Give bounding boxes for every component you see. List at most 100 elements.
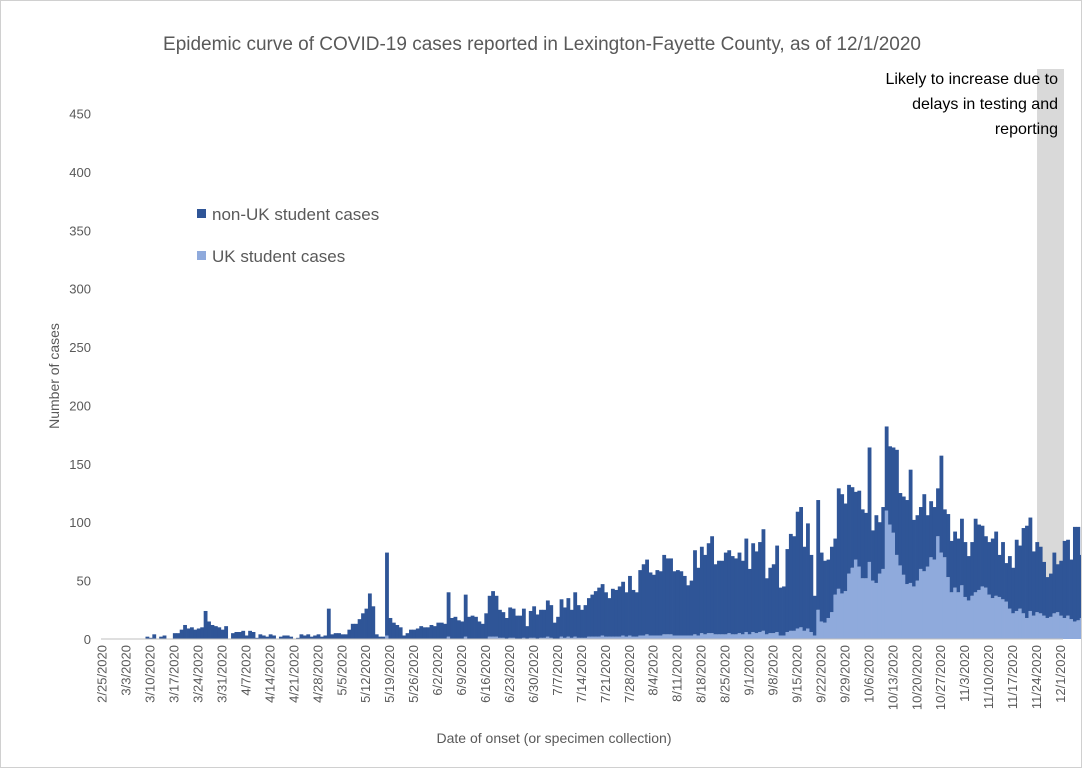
bar-uk bbox=[662, 634, 667, 639]
bar-uk bbox=[580, 637, 584, 639]
x-tick-label: 7/7/2020 bbox=[550, 645, 565, 696]
bar-non-uk bbox=[925, 515, 930, 567]
bar-non-uk bbox=[768, 567, 773, 634]
bar-non-uk bbox=[679, 571, 684, 636]
bar-uk bbox=[799, 627, 804, 639]
bar-non-uk bbox=[556, 616, 561, 639]
bar-non-uk bbox=[689, 580, 694, 636]
bar-non-uk bbox=[316, 634, 321, 639]
bar-uk bbox=[487, 636, 492, 639]
bar-non-uk bbox=[806, 523, 810, 629]
bar-non-uk bbox=[648, 572, 653, 636]
bar-uk bbox=[806, 628, 810, 639]
bar-uk bbox=[645, 634, 649, 639]
bar-non-uk bbox=[539, 609, 543, 638]
bar-non-uk bbox=[953, 531, 958, 588]
bar-non-uk bbox=[189, 627, 194, 639]
bar-non-uk bbox=[1014, 539, 1019, 611]
bar-non-uk bbox=[710, 536, 715, 634]
bar-uk bbox=[569, 637, 574, 639]
bar-uk bbox=[795, 628, 800, 639]
bar-non-uk bbox=[672, 571, 677, 636]
bar-non-uk bbox=[460, 621, 465, 639]
bar-uk bbox=[840, 593, 845, 639]
bar-non-uk bbox=[494, 595, 499, 637]
y-tick-label: 0 bbox=[84, 632, 91, 647]
bar-uk bbox=[720, 634, 725, 639]
bar-uk bbox=[850, 567, 855, 639]
bar-non-uk bbox=[662, 554, 667, 635]
bar-non-uk bbox=[713, 564, 718, 635]
bar-non-uk bbox=[751, 543, 756, 632]
x-tick-label: 3/3/2020 bbox=[119, 645, 134, 696]
bar-uk bbox=[693, 634, 697, 639]
bar-uk bbox=[628, 635, 632, 639]
bar-uk bbox=[918, 568, 923, 639]
bar-non-uk bbox=[1025, 525, 1029, 618]
bar-non-uk bbox=[631, 589, 636, 637]
bar-non-uk bbox=[573, 592, 578, 637]
x-tick-label: 10/6/2020 bbox=[861, 645, 876, 703]
bar-non-uk bbox=[836, 488, 841, 589]
bar-uk bbox=[590, 636, 595, 639]
bar-uk bbox=[385, 635, 389, 639]
bar-non-uk bbox=[470, 615, 475, 639]
bar-non-uk bbox=[179, 629, 184, 639]
bar-uk bbox=[576, 637, 581, 639]
bar-non-uk bbox=[990, 538, 995, 599]
x-tick-label: 7/21/2020 bbox=[598, 645, 613, 703]
x-tick-label: 10/27/2020 bbox=[933, 645, 948, 710]
bar-uk bbox=[634, 636, 639, 639]
bar-non-uk bbox=[552, 622, 557, 639]
bar-non-uk bbox=[412, 629, 417, 639]
bar-non-uk bbox=[302, 635, 307, 639]
bar-non-uk bbox=[638, 570, 643, 636]
x-tick-label: 6/30/2020 bbox=[526, 645, 541, 703]
bar-non-uk bbox=[576, 605, 581, 638]
bar-non-uk bbox=[395, 624, 400, 639]
bar-non-uk bbox=[354, 623, 359, 639]
bar-non-uk bbox=[152, 634, 157, 639]
bar-uk bbox=[549, 637, 554, 639]
bar-uk bbox=[936, 536, 940, 639]
bar-non-uk bbox=[508, 607, 513, 638]
x-tick-label: 3/17/2020 bbox=[167, 645, 182, 703]
bar-non-uk bbox=[665, 558, 670, 635]
y-tick-label: 150 bbox=[69, 457, 91, 472]
bar-uk bbox=[607, 636, 612, 639]
bar-uk bbox=[843, 591, 848, 639]
bar-uk bbox=[908, 582, 913, 639]
x-tick-label: 5/5/2020 bbox=[334, 645, 349, 696]
bar-uk bbox=[788, 630, 793, 639]
bar-non-uk bbox=[196, 628, 201, 639]
bar-non-uk bbox=[816, 500, 821, 610]
bar-non-uk bbox=[172, 633, 177, 639]
bar-non-uk bbox=[983, 536, 988, 588]
bar-non-uk bbox=[542, 609, 547, 638]
bar-uk bbox=[563, 637, 567, 639]
bar-non-uk bbox=[580, 609, 584, 638]
bar-non-uk bbox=[224, 626, 229, 639]
bar-non-uk bbox=[278, 636, 283, 639]
x-tick-label: 12/1/2020 bbox=[1053, 645, 1068, 703]
bar-non-uk bbox=[823, 560, 827, 623]
bar-uk bbox=[895, 554, 899, 639]
bar-uk bbox=[542, 637, 547, 639]
bar-uk bbox=[833, 594, 838, 639]
bar-uk bbox=[1028, 610, 1033, 639]
bar-non-uk bbox=[237, 631, 242, 639]
bar-non-uk bbox=[309, 636, 314, 639]
bar-non-uk bbox=[429, 624, 434, 639]
bar-non-uk bbox=[847, 484, 851, 574]
bar-uk bbox=[491, 636, 495, 639]
bar-non-uk bbox=[563, 607, 567, 638]
bar-non-uk bbox=[593, 591, 598, 637]
bar-uk bbox=[494, 636, 499, 639]
bar-non-uk bbox=[747, 568, 752, 635]
bar-uk bbox=[723, 634, 728, 639]
bar-non-uk bbox=[467, 616, 472, 639]
chart-title: Epidemic curve of COVID-19 cases reporte… bbox=[163, 34, 921, 55]
bar-uk bbox=[747, 634, 752, 639]
bar-uk bbox=[915, 580, 920, 639]
bar-uk bbox=[511, 637, 516, 639]
